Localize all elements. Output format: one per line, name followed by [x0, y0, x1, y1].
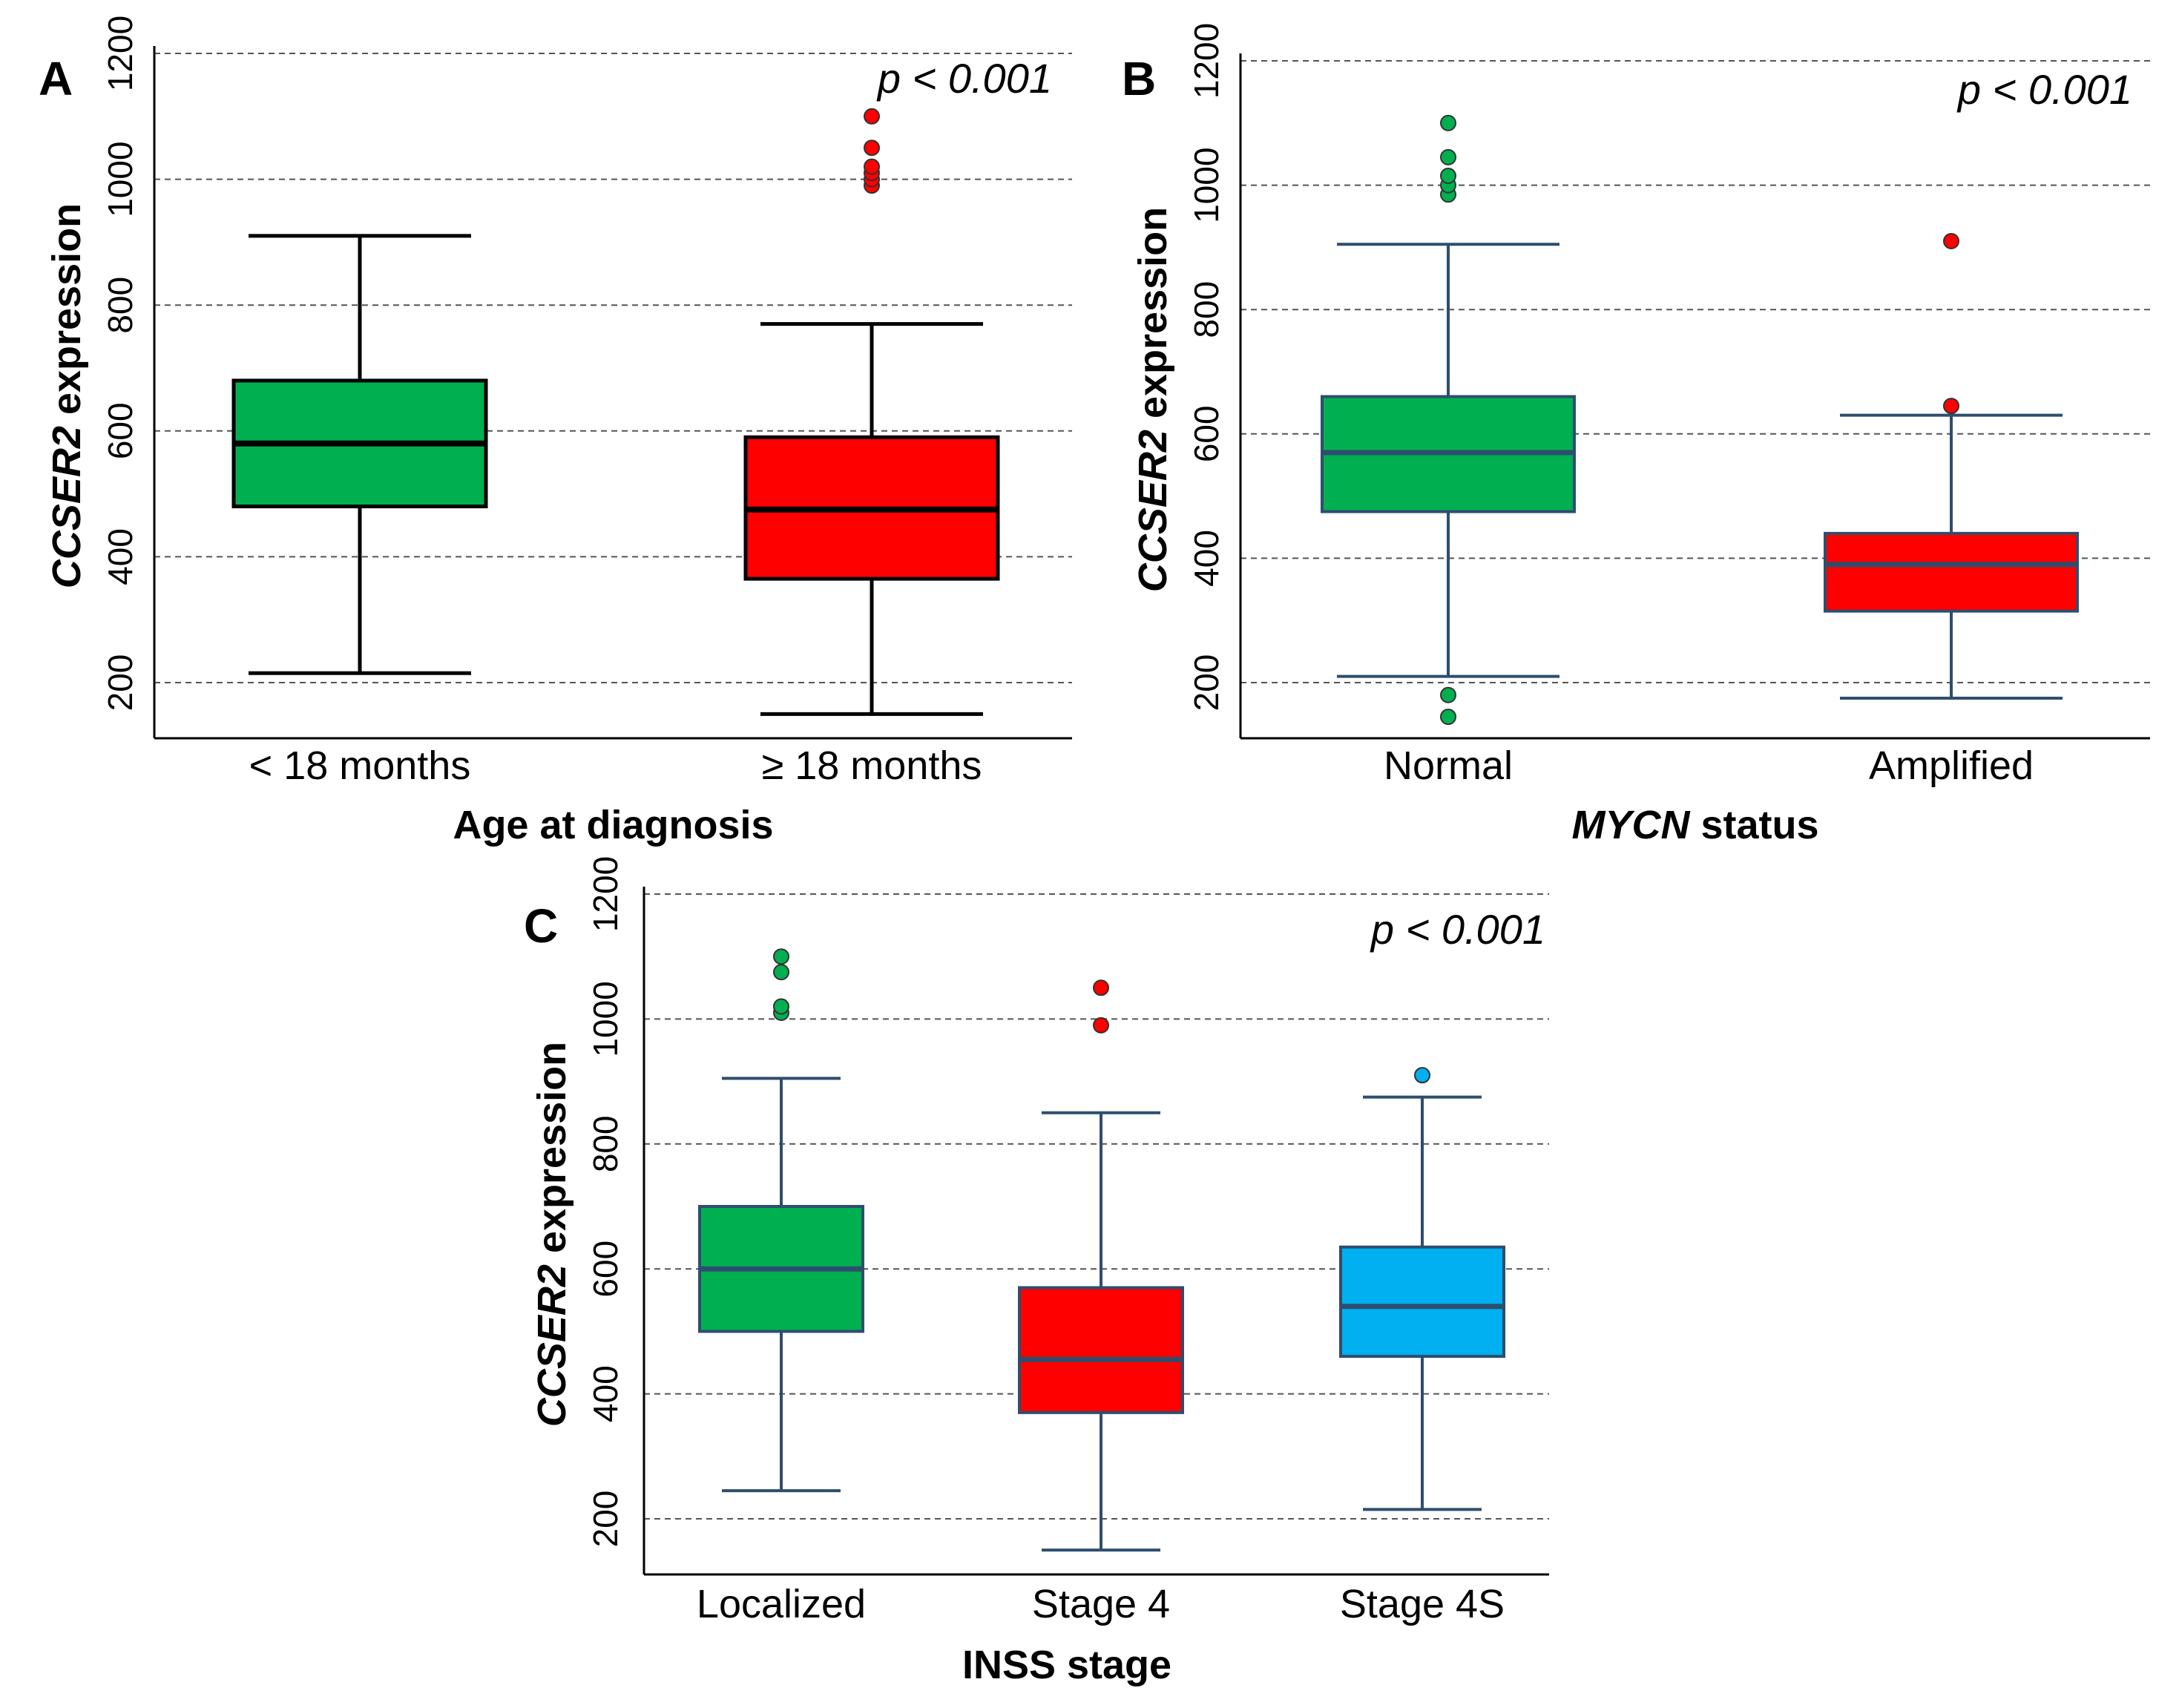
- category-label-amplified: Amplified: [1869, 743, 2034, 788]
- box-normal: [1321, 114, 1576, 726]
- y-tick-label-1200: 1200: [586, 856, 625, 932]
- y-tick-label-800: 800: [586, 1115, 625, 1172]
- outlier-point: [773, 948, 789, 965]
- box-lt-18-months: [231, 234, 488, 675]
- y-tick-label-400: 400: [101, 528, 139, 585]
- y-tick-label-1000: 1000: [101, 141, 139, 217]
- iqr-box: [1339, 1245, 1505, 1359]
- y-tick-label-600: 600: [1187, 405, 1226, 462]
- category-label-stage-4s: Stage 4S: [1340, 1582, 1505, 1626]
- y-tick-label-400: 400: [586, 1365, 625, 1422]
- category-label-ge-18-months: ≥ 18 months: [762, 743, 982, 788]
- category-label-normal: Normal: [1384, 743, 1513, 788]
- y-axis-label: CCSER2 expression: [1131, 207, 1175, 592]
- category-label-stage-4: Stage 4: [1032, 1582, 1170, 1626]
- y-tick-label-600: 600: [586, 1241, 625, 1298]
- panel-a: 200 400 600 800 1000 1200 A CCSER2 expression Ag…: [39, 16, 1072, 847]
- iqr-box: [1018, 1286, 1184, 1414]
- outlier-point: [864, 139, 880, 157]
- outlier-point: [1093, 979, 1109, 996]
- x-axis-label: INSS stage: [962, 1643, 1171, 1687]
- box-stage-4: [1018, 979, 1184, 1552]
- x-axis-label: Age at diagnosis: [453, 803, 773, 847]
- panel-letter: C: [524, 899, 558, 953]
- outlier-point: [773, 964, 789, 981]
- outlier-point: [1093, 1016, 1109, 1034]
- outlier-point: [1440, 148, 1456, 165]
- p-value-annotation: p < 0.001: [1370, 906, 1545, 953]
- panel-letter: A: [39, 52, 73, 105]
- p-value-annotation: p < 0.001: [876, 55, 1052, 102]
- panel-c: 200 400 600 800 1000 1200 C CCSER2 expression IN…: [524, 856, 1549, 1687]
- y-tick-label-400: 400: [1187, 530, 1226, 587]
- y-tick-label-600: 600: [101, 402, 139, 459]
- category-label-lt-18-months: < 18 months: [249, 743, 471, 788]
- outlier-point: [1440, 709, 1456, 726]
- iqr-box: [1824, 531, 2079, 613]
- y-tick-label-1200: 1200: [101, 16, 139, 91]
- y-tick-label-200: 200: [1187, 654, 1226, 712]
- y-axis-label: CCSER2 expression: [45, 203, 89, 588]
- y-axis-label: CCSER2 expression: [530, 1042, 574, 1427]
- category-label-localized: Localized: [697, 1582, 866, 1626]
- y-tick-label-1200: 1200: [1187, 23, 1226, 99]
- panel-b: 200 400 600 800 1000 1200 B CCSER2 expression MY…: [1122, 23, 2150, 847]
- y-tick-label-1000: 1000: [1187, 147, 1226, 223]
- y-tick-label-800: 800: [101, 277, 139, 334]
- y-tick-label-800: 800: [1187, 281, 1226, 338]
- y-tick-label-200: 200: [101, 654, 139, 712]
- x-axis-label: MYCN status: [1571, 803, 1818, 847]
- outlier-point: [1440, 114, 1456, 131]
- box-stage-4s: [1339, 1067, 1505, 1511]
- outlier-point: [1943, 398, 1959, 415]
- outlier-point: [1440, 168, 1456, 185]
- box-ge-18-months: [743, 108, 1000, 716]
- box-amplified: [1824, 233, 2079, 700]
- box-localized: [698, 948, 864, 1493]
- p-value-annotation: p < 0.001: [1956, 66, 2132, 113]
- outlier-point: [773, 998, 789, 1015]
- y-tick-label-1000: 1000: [586, 981, 625, 1057]
- panel-letter: B: [1122, 52, 1156, 105]
- outlier-point: [864, 158, 880, 175]
- outlier-point: [1943, 233, 1959, 250]
- y-tick-label-200: 200: [586, 1491, 625, 1548]
- outlier-point: [1440, 686, 1456, 703]
- outlier-point: [1414, 1067, 1430, 1084]
- outlier-point: [864, 108, 880, 125]
